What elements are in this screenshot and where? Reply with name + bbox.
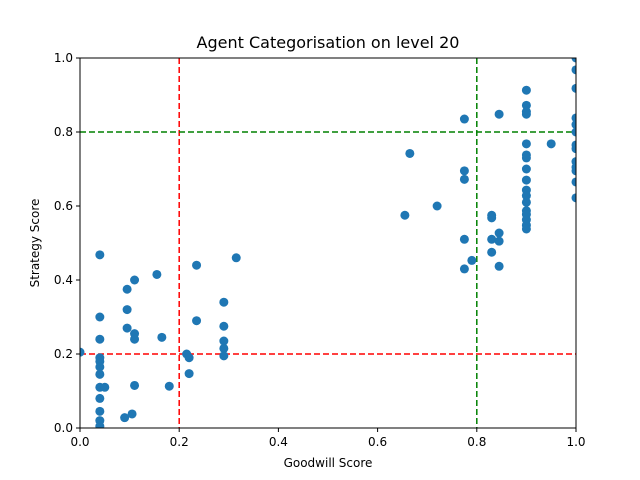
data-point	[184, 353, 194, 363]
data-point	[459, 264, 469, 274]
data-point	[487, 234, 497, 244]
data-point	[400, 210, 410, 220]
data-point	[521, 224, 531, 234]
data-point	[571, 120, 576, 130]
data-point	[95, 362, 105, 372]
data-point	[571, 144, 576, 154]
data-point	[459, 174, 469, 184]
data-point	[459, 114, 469, 124]
x-tick-label: 0.8	[467, 435, 486, 449]
data-point	[521, 175, 531, 185]
y-axis-label: Strategy Score	[28, 199, 42, 288]
data-point	[219, 351, 229, 361]
data-point	[122, 284, 132, 294]
y-tick-label: 0.2	[54, 347, 73, 361]
data-points	[80, 58, 576, 428]
data-point	[571, 83, 576, 93]
x-tick-label: 0.2	[170, 435, 189, 449]
axis-ticks: 0.0 0.2 0.4 0.6 0.8 1.0 0.0 0.2 0.4 0.6 0.8 1.0	[54, 51, 586, 449]
y-tick-label: 0.4	[54, 273, 73, 287]
data-point	[95, 250, 105, 260]
x-tick-label: 0.0	[70, 435, 89, 449]
data-point	[521, 139, 531, 149]
x-tick-label: 1.0	[566, 435, 585, 449]
data-point	[219, 297, 229, 307]
data-point	[494, 261, 504, 271]
data-point	[231, 253, 241, 263]
data-point	[95, 406, 105, 416]
data-point	[459, 166, 469, 176]
data-point	[521, 191, 531, 201]
data-point	[521, 85, 531, 95]
data-point	[157, 332, 167, 342]
x-tick-label: 0.4	[269, 435, 288, 449]
data-point	[405, 148, 415, 158]
data-point	[467, 255, 477, 265]
data-point	[521, 164, 531, 174]
data-point	[80, 347, 85, 357]
data-point	[494, 236, 504, 246]
data-point	[164, 381, 174, 391]
data-point	[100, 382, 110, 392]
data-point	[521, 100, 531, 110]
data-point	[130, 334, 140, 344]
data-point	[546, 139, 556, 149]
threshold-lines	[80, 58, 576, 428]
data-point	[521, 197, 531, 207]
data-point	[494, 109, 504, 119]
data-point	[95, 369, 105, 379]
data-point	[571, 166, 576, 176]
data-point	[571, 65, 576, 75]
y-tick-label: 1.0	[54, 51, 73, 65]
plot-frame	[79, 57, 577, 429]
data-point	[122, 305, 132, 315]
chart-title: Agent Categorisation on level 20	[197, 33, 460, 52]
x-axis-label: Goodwill Score	[284, 456, 373, 470]
data-point	[432, 201, 442, 211]
data-point	[521, 109, 531, 119]
data-point	[130, 275, 140, 285]
data-point	[184, 369, 194, 379]
data-point	[487, 213, 497, 223]
x-tick-label: 0.6	[368, 435, 387, 449]
data-point	[192, 316, 202, 326]
y-tick-label: 0.0	[54, 421, 73, 435]
data-point	[571, 177, 576, 187]
data-point	[571, 58, 576, 63]
data-point	[127, 409, 137, 419]
data-point	[219, 336, 229, 346]
data-point	[521, 153, 531, 163]
y-tick-label: 0.8	[54, 125, 73, 139]
data-point	[219, 321, 229, 331]
data-point	[130, 380, 140, 390]
data-point	[122, 323, 132, 333]
y-tick-label: 0.6	[54, 199, 73, 213]
data-point	[571, 127, 576, 137]
data-point	[571, 193, 576, 203]
data-point	[219, 343, 229, 353]
data-point	[487, 247, 497, 257]
data-point	[494, 228, 504, 238]
data-point	[571, 113, 576, 123]
data-point	[152, 269, 162, 279]
data-point	[459, 234, 469, 244]
data-point	[192, 260, 202, 270]
data-point	[95, 393, 105, 403]
data-point	[120, 413, 130, 423]
data-point	[95, 334, 105, 344]
data-point	[95, 421, 105, 428]
data-point	[95, 312, 105, 322]
